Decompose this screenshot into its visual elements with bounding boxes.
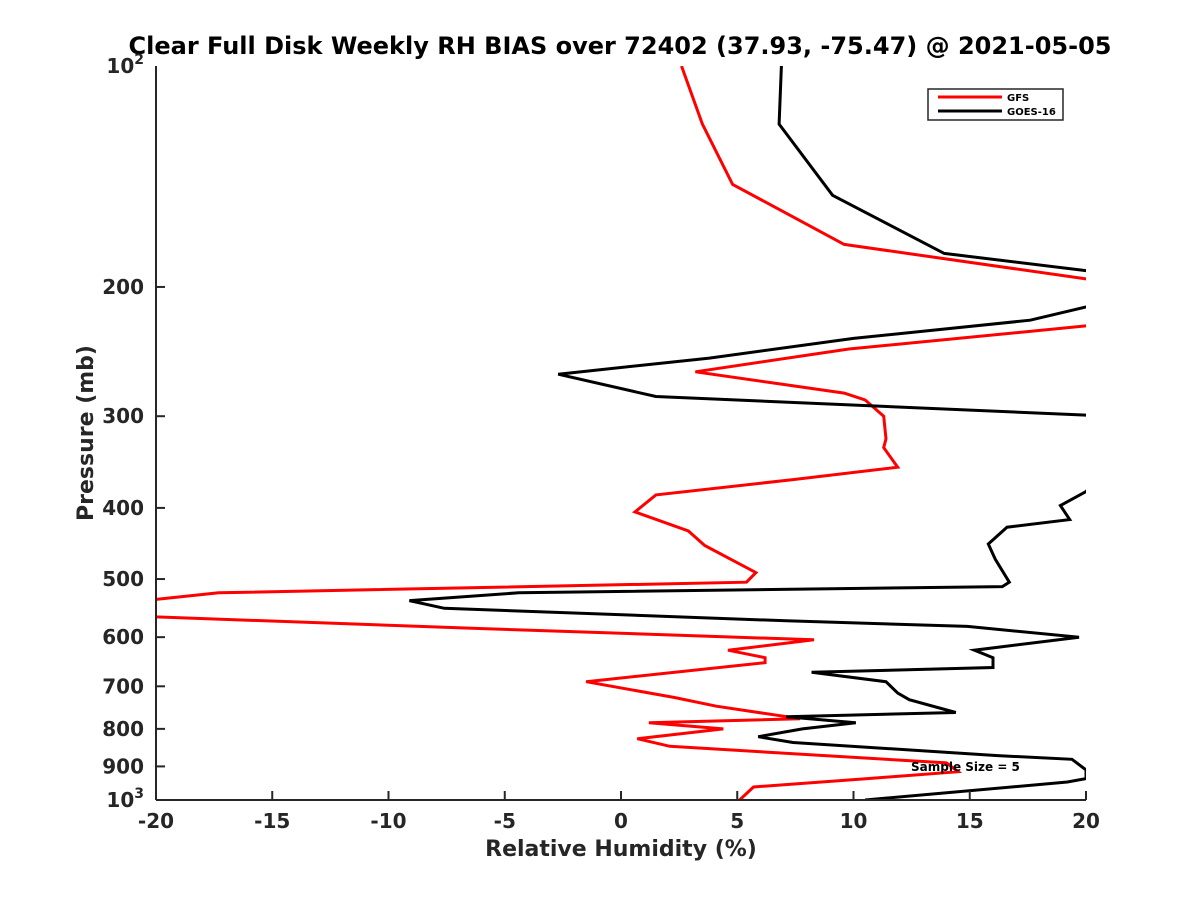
- x-tick-label: 15: [956, 809, 984, 833]
- sample-size-annotation: Sample Size = 5: [911, 760, 1020, 774]
- legend: GFS GOES-16: [927, 88, 1064, 121]
- y-tick-label: 200: [102, 275, 144, 299]
- x-tick-label: -20: [138, 809, 174, 833]
- x-tick-label: -5: [494, 809, 516, 833]
- chart-title: Clear Full Disk Weekly RH BIAS over 7240…: [129, 32, 1112, 60]
- x-tick-label: -15: [254, 809, 290, 833]
- series-line-goes16: [409, 66, 1086, 800]
- legend-label-goes16: GOES-16: [1007, 107, 1056, 118]
- x-tick-label: 10: [840, 809, 868, 833]
- x-tick-label: 5: [730, 809, 744, 833]
- y-tick-label-top: 102: [106, 52, 144, 78]
- y-tick-label: 400: [102, 496, 144, 520]
- ticks: -20 -15 -10 -5 0 5 10 15 20 200 300 400 500 600 700 800…: [102, 52, 1100, 833]
- x-tick-label: 0: [614, 809, 628, 833]
- y-axis-label: Pressure (mb): [74, 345, 99, 521]
- x-tick-label: 20: [1072, 809, 1100, 833]
- y-tick-label: 600: [102, 625, 144, 649]
- y-tick-label: 300: [102, 404, 144, 428]
- legend-box: [927, 88, 1064, 121]
- y-tick-label-bottom: 103: [106, 786, 144, 812]
- x-axis-label: Relative Humidity (%): [485, 837, 757, 862]
- x-tick-label: -10: [370, 809, 406, 833]
- series-layer: [156, 66, 1086, 800]
- y-tick-label: 900: [102, 754, 144, 778]
- series-line-gfs: [156, 66, 1086, 800]
- legend-label-gfs: GFS: [1007, 93, 1029, 104]
- y-tick-label: 500: [102, 567, 144, 591]
- plot-area: [156, 66, 1086, 800]
- y-tick-label: 700: [102, 674, 144, 698]
- y-tick-label: 800: [102, 717, 144, 741]
